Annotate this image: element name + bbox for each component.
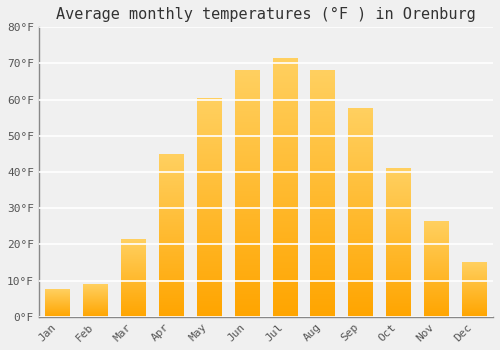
- Title: Average monthly temperatures (°F ) in Orenburg: Average monthly temperatures (°F ) in Or…: [56, 7, 476, 22]
